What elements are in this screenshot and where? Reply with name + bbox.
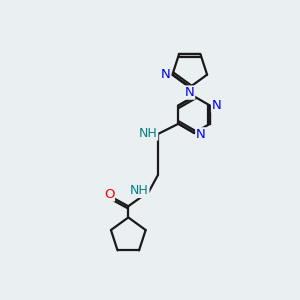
Text: N: N bbox=[196, 128, 206, 141]
Text: N: N bbox=[161, 68, 171, 81]
Text: N: N bbox=[185, 86, 195, 99]
Text: O: O bbox=[104, 188, 114, 201]
Text: NH: NH bbox=[139, 127, 158, 140]
Text: NH: NH bbox=[130, 184, 149, 197]
Text: N: N bbox=[212, 99, 221, 112]
